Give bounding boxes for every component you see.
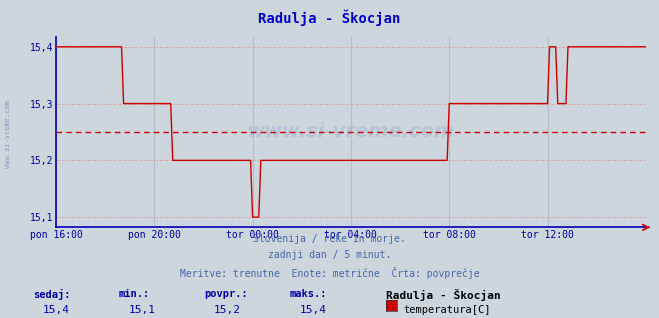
Text: 15,4: 15,4	[43, 305, 70, 315]
Text: 15,4: 15,4	[300, 305, 327, 315]
Text: www.si-vreme.com: www.si-vreme.com	[5, 100, 11, 168]
Text: Meritve: trenutne  Enote: metrične  Črta: povprečje: Meritve: trenutne Enote: metrične Črta: …	[180, 267, 479, 279]
Text: Slovenija / reke in morje.: Slovenija / reke in morje.	[253, 234, 406, 244]
Text: min.:: min.:	[119, 289, 150, 299]
Text: www.si-vreme.com: www.si-vreme.com	[246, 122, 455, 142]
Text: Radulja - Škocjan: Radulja - Škocjan	[386, 289, 500, 301]
Text: 15,2: 15,2	[214, 305, 241, 315]
Text: sedaj:: sedaj:	[33, 289, 71, 301]
Text: Radulja - Škocjan: Radulja - Škocjan	[258, 10, 401, 26]
Text: maks.:: maks.:	[290, 289, 328, 299]
Text: zadnji dan / 5 minut.: zadnji dan / 5 minut.	[268, 250, 391, 260]
Text: povpr.:: povpr.:	[204, 289, 248, 299]
Text: 15,1: 15,1	[129, 305, 156, 315]
Text: temperatura[C]: temperatura[C]	[403, 305, 491, 315]
